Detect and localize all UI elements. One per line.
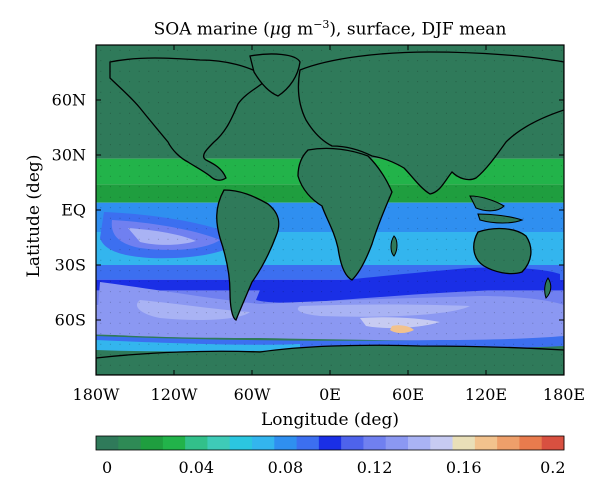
chart-title: SOA marine (μg m−3), surface, DJF mean xyxy=(153,18,507,40)
colorbar-swatch xyxy=(185,436,208,450)
x-tick-label: 180E xyxy=(542,385,586,404)
colorbar-swatch xyxy=(408,436,431,450)
x-tick-label: 60E xyxy=(391,385,425,404)
colorbar-swatch xyxy=(274,436,297,450)
colorbar-swatch xyxy=(162,436,186,450)
colorbar-frame xyxy=(95,435,565,451)
x-tick-label: 60W xyxy=(233,385,271,404)
x-tick-label: 0E xyxy=(319,385,341,404)
colorbar-swatch xyxy=(96,436,119,450)
colorbar-tick-label: 0 xyxy=(102,458,113,477)
colorbar-swatch xyxy=(118,436,141,450)
y-tick-label: 60S xyxy=(54,310,86,330)
colorbar-tick-label: 0.04 xyxy=(178,458,215,477)
colorbar-swatch xyxy=(541,436,565,450)
colorbar-tick-label: 0.16 xyxy=(445,458,482,477)
colorbar-swatch xyxy=(207,436,231,450)
colorbar-tick-label: 0.08 xyxy=(267,458,304,477)
colorbar-tick-label: 0.2 xyxy=(540,458,566,477)
colorbar-swatch xyxy=(474,436,498,450)
colorbar xyxy=(95,435,565,451)
colorbar-swatch xyxy=(519,436,543,450)
colorbar-swatch xyxy=(363,436,387,450)
y-tick-label: 60N xyxy=(51,90,86,110)
colorbar-swatch xyxy=(430,436,453,450)
colorbar-swatch xyxy=(229,436,253,450)
grid-dots xyxy=(96,45,564,375)
y-tick-label: EQ xyxy=(61,200,86,220)
colorbar-swatch xyxy=(452,436,476,450)
axis-ticks xyxy=(95,45,565,375)
colorbar-swatch xyxy=(318,436,342,450)
x-tick-label: 180W xyxy=(72,385,120,404)
y-tick-label: 30N xyxy=(51,145,86,165)
x-axis-label: Longitude (deg) xyxy=(260,410,399,430)
colorbar-swatch xyxy=(296,436,320,450)
colorbar-swatch xyxy=(140,436,164,450)
x-tick-label: 120E xyxy=(464,385,508,404)
x-tick-label: 120W xyxy=(150,385,198,404)
colorbar-swatch xyxy=(341,436,364,450)
colorbar-swatch xyxy=(252,436,275,450)
colorbar-swatch xyxy=(497,436,520,450)
y-tick-label: 30S xyxy=(54,255,86,275)
colorbar-swatch xyxy=(385,436,409,450)
colorbar-tick-label: 0.12 xyxy=(356,458,393,477)
